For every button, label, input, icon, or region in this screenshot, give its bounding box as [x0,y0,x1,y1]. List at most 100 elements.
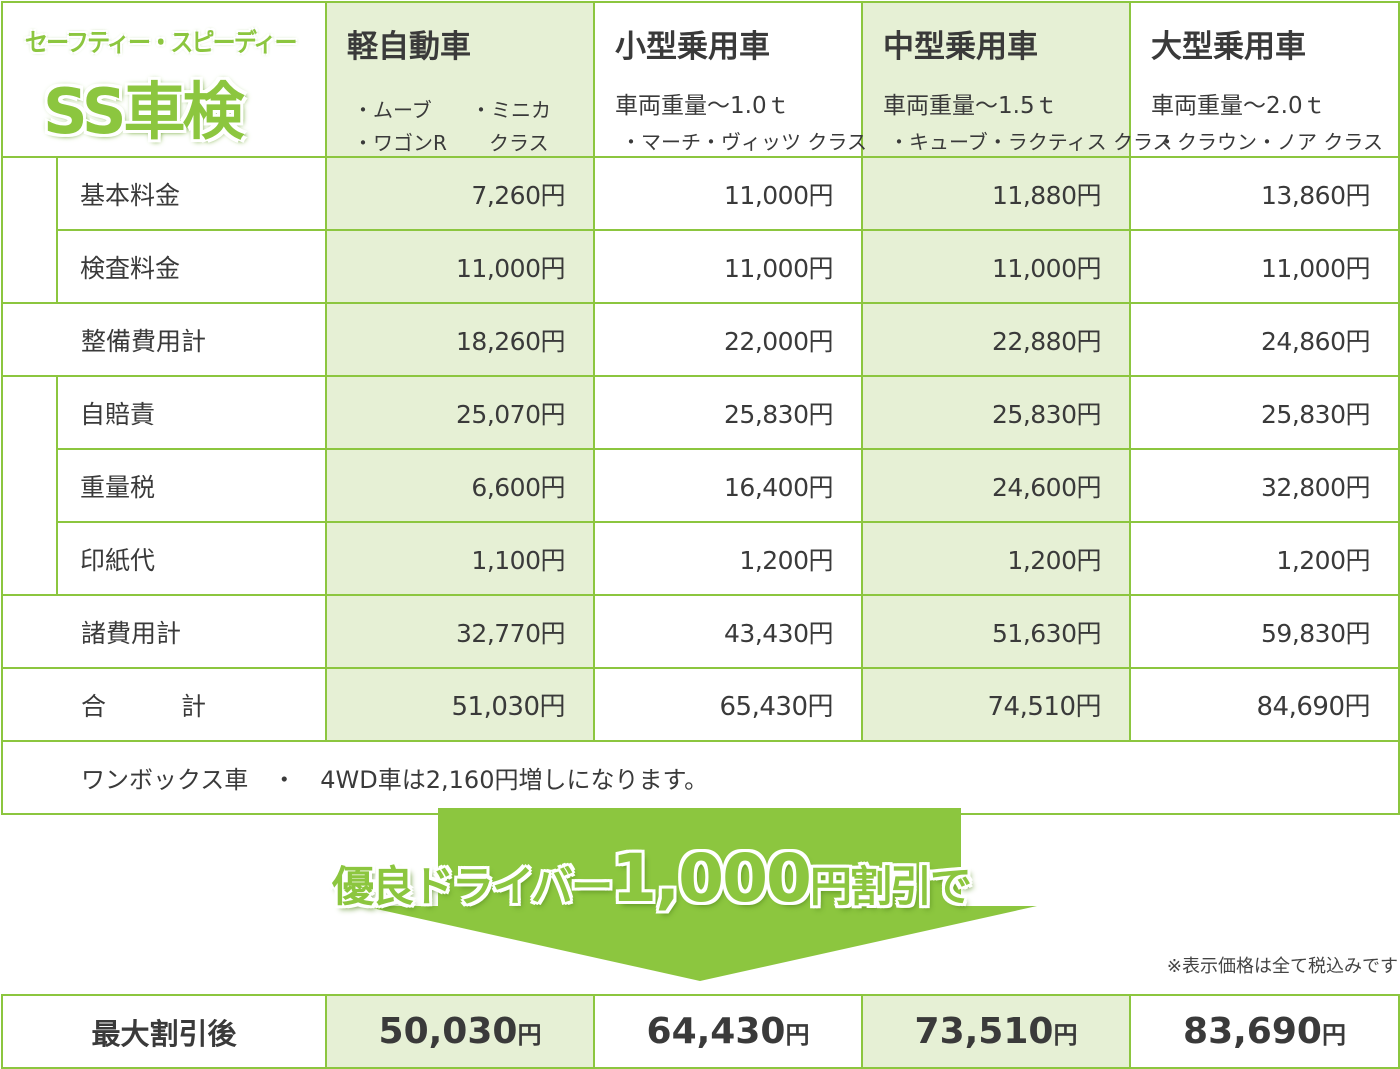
group-bracket [1,449,58,522]
table-row-total: 合 計 51,030円 65,430円 74,510円 84,690円 [1,667,1400,742]
yen-unit: 円 [1321,1021,1346,1049]
logo-tagline: セーフティー・スピーディー [25,28,298,57]
price-value: 73,510 [914,1011,1054,1052]
price-cell: 22,880円 [861,302,1131,377]
column-header-small: 小型乗用車 車両重量〜1.0ｔ ・マーチ・ヴィッツ クラス [593,1,867,158]
table-row: 自賠責 25,070円 25,830円 25,830円 25,830円 [1,375,1400,450]
column-examples: ・キューブ・ラクティス クラス [889,130,1173,154]
yen-unit: 円 [785,1021,810,1049]
after-discount-label: 最大割引後 [1,994,327,1069]
banner-text-amount: 1,000 [611,840,812,917]
price-cell: 11,000円 [593,229,863,304]
group-bracket [1,156,58,230]
price-cell: 11,880円 [861,156,1131,231]
after-discount-row: 最大割引後 50,030円 64,430円 73,510円 83,690円 [1,994,1400,1069]
price-cell: 1,200円 [1129,521,1400,596]
after-discount-price: 83,690円 [1129,994,1400,1069]
example-item: ・ミニカ [471,98,551,122]
price-cell: 6,600円 [325,448,595,523]
table-header-row: セーフティー・スピーディー SS車検 軽自動車 ・ムーブ ・ミニカ ・ワゴンR … [1,1,1400,158]
tax-note: ※表示価格は全て税込みです [1166,956,1398,977]
price-cell: 11,000円 [593,156,863,231]
column-title: 大型乗用車 [1151,29,1306,65]
column-weight: 車両重量〜2.0ｔ [1151,93,1326,119]
total-cell: 84,690円 [1129,667,1400,742]
column-header-medium: 中型乗用車 車両重量〜1.5ｔ ・キューブ・ラクティス クラス [861,1,1173,158]
price-cell: 25,070円 [325,375,595,450]
price-cell: 25,830円 [861,375,1131,450]
banner-text-driver: 優良ドライバー [332,862,613,911]
price-table: セーフティー・スピーディー SS車検 軽自動車 ・ムーブ ・ミニカ ・ワゴンR … [1,1,1400,815]
row-label: 自賠責 [56,375,327,450]
row-label: 整備費用計 [1,302,327,377]
row-label: 重量税 [56,448,327,523]
column-weight: 車両重量〜1.0ｔ [615,93,790,119]
total-cell: 65,430円 [593,667,863,742]
arrow-stem [438,808,961,908]
price-cell: 1,200円 [593,521,863,596]
ss-shaken-logo: セーフティー・スピーディー SS車検 [1,1,327,158]
note-row: ワンボックス車 ・ 4WD車は2,160円増しになります。 [1,740,1400,815]
price-value: 64,430 [646,1011,786,1052]
total-cell: 51,030円 [325,667,595,742]
logo-title: SS車検 [43,75,245,148]
price-cell: 7,260円 [325,156,595,231]
table-row-subtotal: 整備費用計 18,260円 22,000円 22,880円 24,860円 [1,302,1400,377]
row-label: 合 計 [1,667,327,742]
price-cell: 1,200円 [861,521,1131,596]
yen-unit: 円 [1053,1021,1078,1049]
total-cell: 74,510円 [861,667,1131,742]
after-discount-price: 73,510円 [861,994,1131,1069]
price-cell: 13,860円 [1129,156,1400,231]
example-item: クラス [489,131,549,155]
price-cell: 11,000円 [861,229,1131,304]
column-title: 中型乗用車 [883,29,1038,65]
example-item: ・ワゴンR [353,131,447,155]
discount-banner-text: 優良ドライバー1,000円割引で [332,840,972,917]
price-cell: 11,000円 [1129,229,1400,304]
table-row: 印紙代 1,100円 1,200円 1,200円 1,200円 [1,521,1400,596]
row-label: 検査料金 [56,229,327,304]
price-value: 50,030 [378,1011,518,1052]
arrow-down-icon [363,906,1037,981]
table-row-subtotal: 諸費用計 32,770円 43,430円 51,630円 59,830円 [1,594,1400,669]
after-discount-price: 64,430円 [593,994,863,1069]
discount-banner: 優良ドライバー1,000円割引で [0,808,1400,983]
example-item: ・ムーブ [353,98,432,122]
price-cell: 32,770円 [325,594,595,669]
row-label: 諸費用計 [1,594,327,669]
price-cell: 24,600円 [861,448,1131,523]
column-header-kei: 軽自動車 ・ムーブ ・ミニカ ・ワゴンR クラス [325,1,595,158]
banner-text-discount: 円割引で [809,862,972,911]
column-examples: ・クラウン・ノア クラス [1157,130,1383,154]
column-header-large: 大型乗用車 車両重量〜2.0ｔ ・クラウン・ノア クラス [1129,1,1400,158]
price-cell: 11,000円 [325,229,595,304]
price-cell: 25,830円 [1129,375,1400,450]
table-row: 検査料金 11,000円 11,000円 11,000円 11,000円 [1,229,1400,304]
price-cell: 24,860円 [1129,302,1400,377]
table-row: 重量税 6,600円 16,400円 24,600円 32,800円 [1,448,1400,523]
column-title: 軽自動車 [347,29,471,65]
table-row: 基本料金 7,260円 11,000円 11,880円 13,860円 [1,156,1400,231]
price-cell: 18,260円 [325,302,595,377]
price-cell: 51,630円 [861,594,1131,669]
price-cell: 43,430円 [593,594,863,669]
price-value: 83,690 [1183,1011,1322,1052]
column-weight: 車両重量〜1.5ｔ [883,93,1058,119]
group-bracket [1,522,58,595]
row-label: 印紙代 [56,521,327,596]
yen-unit: 円 [517,1021,542,1049]
price-cell: 1,100円 [325,521,595,596]
surcharge-note: ワンボックス車 ・ 4WD車は2,160円増しになります。 [1,740,1400,815]
row-label: 基本料金 [56,156,327,231]
column-title: 小型乗用車 [615,29,770,65]
price-cell: 59,830円 [1129,594,1400,669]
price-cell: 22,000円 [593,302,863,377]
price-cell: 32,800円 [1129,448,1400,523]
price-cell: 16,400円 [593,448,863,523]
price-cell: 25,830円 [593,375,863,450]
group-bracket [1,230,58,303]
after-discount-table: 最大割引後 50,030円 64,430円 73,510円 83,690円 [1,994,1400,1069]
after-discount-price: 50,030円 [325,994,595,1069]
column-examples: ・ムーブ ・ミニカ ・ワゴンR クラス [327,66,593,156]
